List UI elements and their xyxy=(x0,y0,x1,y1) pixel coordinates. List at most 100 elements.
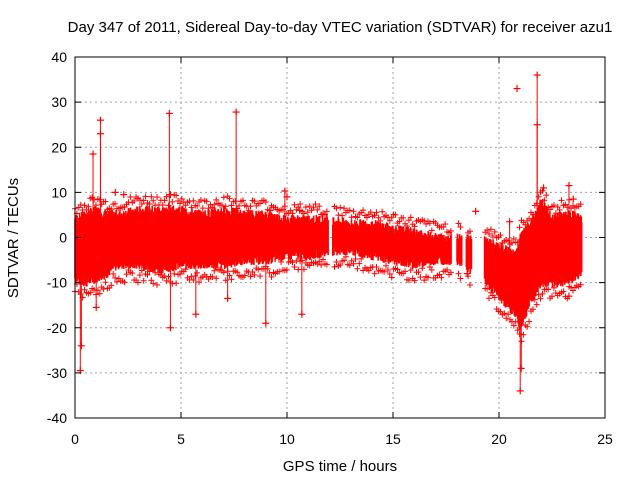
data-point-marker xyxy=(87,289,94,296)
outlier-marker xyxy=(540,184,548,192)
data-point-marker xyxy=(535,291,542,298)
data-point-marker xyxy=(113,278,120,285)
data-point-marker xyxy=(131,197,138,204)
outlier-marker xyxy=(266,206,274,214)
data-point-marker xyxy=(394,266,401,273)
data-point-marker xyxy=(503,315,510,322)
data-point-marker xyxy=(533,301,540,308)
data-point-marker xyxy=(419,265,426,272)
data-point-marker xyxy=(407,267,414,274)
outlier-marker xyxy=(298,310,306,318)
data-point-marker xyxy=(444,266,451,273)
data-point-marker xyxy=(129,270,136,277)
outlier-marker xyxy=(224,294,232,302)
y-axis-label: SDTVAR / TECUs xyxy=(5,178,22,298)
data-point-marker xyxy=(529,306,536,313)
outlier-marker xyxy=(111,188,119,196)
data-point-marker xyxy=(194,269,201,276)
data-point-marker xyxy=(455,220,462,227)
data-point-marker xyxy=(371,270,378,277)
axis-ticks: 0 5 10 15 20 25 -40 -30 -20 -10 0 10 20 30 40 xyxy=(47,49,613,447)
data-point-marker xyxy=(161,197,168,204)
data-point-marker xyxy=(165,202,172,209)
data-point-marker xyxy=(138,201,145,208)
x-tick-label: 25 xyxy=(597,431,613,447)
data-point-marker xyxy=(539,290,546,297)
data-point-marker xyxy=(144,271,151,278)
data-point-marker xyxy=(341,205,348,212)
y-tick-label: 0 xyxy=(59,230,67,246)
data-point-marker xyxy=(220,194,227,201)
data-point-marker xyxy=(352,256,359,263)
data-point-marker xyxy=(276,268,283,275)
data-point-marker xyxy=(339,212,346,219)
outlier-marker xyxy=(262,319,270,327)
data-point-marker xyxy=(341,257,348,264)
data-point-marker xyxy=(505,311,512,318)
y-tick-label: -10 xyxy=(47,275,67,291)
data-point-marker xyxy=(552,210,559,217)
y-tick-label: 10 xyxy=(51,184,67,200)
data-point-marker xyxy=(457,275,464,282)
data-point-marker xyxy=(549,293,555,300)
data-point-marker xyxy=(148,193,155,200)
data-point-marker xyxy=(108,282,115,289)
y-tick-label: 30 xyxy=(51,94,67,110)
data-point-marker xyxy=(318,261,325,268)
outlier-marker xyxy=(283,193,291,201)
data-point-marker xyxy=(203,198,210,205)
data-point-marker xyxy=(489,233,496,240)
data-point-marker xyxy=(447,269,454,276)
data-point-marker xyxy=(232,198,239,205)
data-point-marker xyxy=(541,197,548,204)
y-tick-label: -20 xyxy=(47,320,67,336)
data-point-marker xyxy=(360,207,367,214)
data-point-marker xyxy=(346,262,353,269)
outlier-marker xyxy=(92,303,100,311)
data-point-marker xyxy=(346,207,353,214)
data-point-marker xyxy=(556,206,563,213)
data-point-marker xyxy=(283,266,290,273)
data-point-marker xyxy=(152,269,159,276)
data-point-marker xyxy=(154,194,161,201)
data-point-marker xyxy=(278,258,285,265)
data-point-marker xyxy=(447,227,454,234)
data-point-marker xyxy=(577,281,584,288)
data-point-marker xyxy=(171,270,178,277)
data-point-marker xyxy=(426,220,433,227)
data-point-marker xyxy=(386,270,393,277)
outlier-marker xyxy=(296,206,304,214)
data-point-marker xyxy=(526,318,533,325)
data-point-marker xyxy=(550,202,557,209)
outlier-marker xyxy=(96,130,104,138)
data-point-marker xyxy=(484,285,491,292)
data-point-marker xyxy=(550,284,557,291)
data-point-marker xyxy=(102,198,109,205)
data-point-marker xyxy=(190,197,197,204)
data-point-marker xyxy=(92,202,99,209)
data-point-marker xyxy=(356,260,363,267)
data-point-marker xyxy=(335,212,342,219)
outlier-marker xyxy=(232,108,240,116)
data-point-marker xyxy=(320,256,327,263)
chart-title: Day 347 of 2011, Sidereal Day-to-day VTE… xyxy=(68,19,613,36)
data-point-marker xyxy=(134,279,141,286)
outlier-marker xyxy=(565,292,573,300)
data-point-marker xyxy=(314,206,321,213)
data-point-marker xyxy=(222,203,229,210)
data-point-marker xyxy=(577,201,584,208)
data-point-marker xyxy=(163,193,170,200)
data-point-marker xyxy=(358,255,365,262)
data-point-marker xyxy=(484,227,491,234)
data-point-marker xyxy=(123,271,130,278)
data-layer xyxy=(72,71,584,395)
data-point-marker xyxy=(558,197,565,204)
data-point-marker xyxy=(436,271,443,278)
data-point-marker xyxy=(417,274,424,281)
data-point-marker xyxy=(487,226,494,233)
data-point-marker xyxy=(350,260,357,267)
data-point-marker xyxy=(138,267,145,274)
data-point-marker xyxy=(407,214,414,221)
data-point-marker xyxy=(142,193,149,200)
